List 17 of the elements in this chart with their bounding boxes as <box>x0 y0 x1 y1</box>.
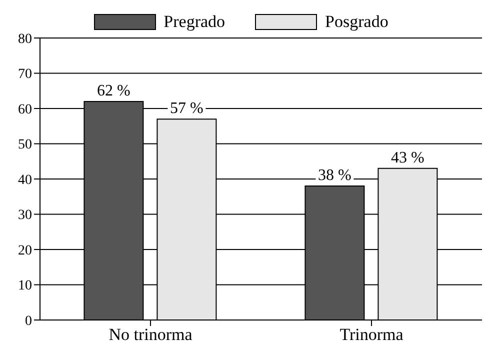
data-label: 62 % <box>97 82 130 100</box>
data-label: 57 % <box>170 100 204 118</box>
y-tick-label: 0 <box>25 314 32 329</box>
y-tick-label: 60 <box>18 102 32 118</box>
data-label: 38 % <box>318 167 352 184</box>
y-tick-label: 70 <box>18 67 32 82</box>
y-tick-label: 80 <box>18 32 32 47</box>
y-tick-label: 10 <box>18 278 32 294</box>
data-label: 43 % <box>391 149 424 166</box>
y-tick-label: 40 <box>18 172 32 188</box>
legend-label: Pregrado <box>164 12 226 32</box>
legend-label: Posgrado <box>325 12 388 32</box>
x-tick-label: Trinorma <box>340 325 404 344</box>
x-tick-label: No trinorma <box>108 325 193 344</box>
y-tick-label: 30 <box>18 208 32 224</box>
y-tick-label: 50 <box>18 138 32 153</box>
y-tick-label: 20 <box>18 243 32 258</box>
